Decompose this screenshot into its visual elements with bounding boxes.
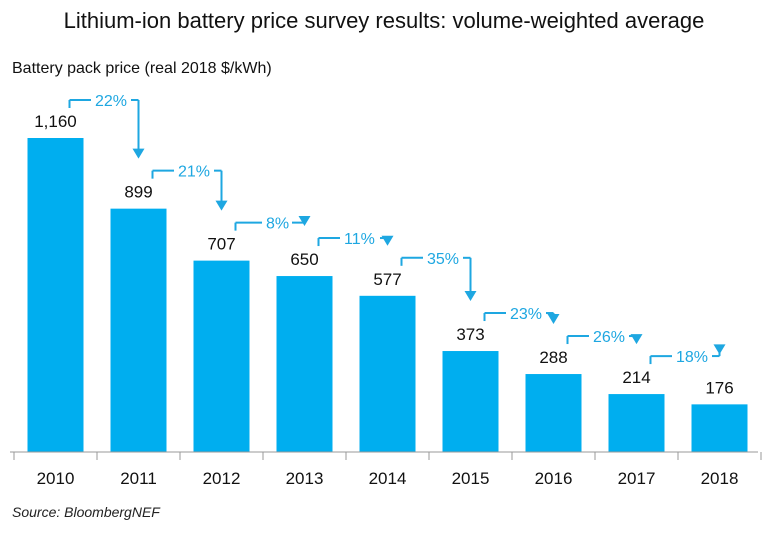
bar-value-label: 650 [290, 250, 318, 269]
x-tick-label: 2018 [701, 469, 739, 488]
bar-2012 [193, 260, 250, 452]
x-tick-label: 2013 [286, 469, 324, 488]
bar-2013 [276, 276, 333, 452]
x-tick-label: 2011 [120, 469, 157, 488]
percent-change-label: 26% [593, 329, 625, 346]
percent-change-label: 11% [344, 231, 375, 248]
bar-value-label: 373 [456, 325, 484, 344]
bar-2017 [608, 394, 665, 452]
x-tick-label: 2015 [452, 469, 490, 488]
y-axis-label: Battery pack price (real 2018 $/kWh) [12, 60, 272, 77]
arrow-head [381, 235, 394, 246]
bar-2010 [27, 138, 84, 452]
arrow-head [713, 344, 726, 355]
x-tick-label: 2010 [37, 469, 75, 488]
percent-change-label: 35% [427, 251, 459, 268]
percent-change-label: 23% [510, 306, 542, 323]
bar-2016 [525, 374, 582, 452]
bar-2011 [110, 208, 167, 452]
percent-change-label: 18% [676, 349, 708, 366]
arrow-head [215, 200, 228, 211]
bar-value-label: 899 [124, 183, 152, 202]
bar-value-label: 1,160 [34, 112, 77, 131]
bar-value-label: 214 [622, 368, 650, 387]
bar-value-label: 707 [207, 235, 235, 254]
x-tick-label: 2014 [369, 469, 407, 488]
bar-2015 [442, 351, 499, 452]
x-tick-label: 2012 [203, 469, 241, 488]
percent-change-label: 8% [266, 216, 289, 233]
x-tick-label: 2016 [535, 469, 573, 488]
x-tick-label: 2017 [618, 469, 656, 488]
bar-2018 [691, 404, 748, 452]
bar-value-label: 577 [373, 270, 401, 289]
bar-value-label: 176 [705, 378, 733, 397]
percent-change-label: 22% [95, 93, 127, 110]
arrow-head [464, 291, 477, 302]
source-note: Source: BloombergNEF [12, 504, 160, 520]
bar-2014 [359, 295, 416, 452]
arrow-head [298, 216, 311, 227]
arrow-head [547, 314, 560, 325]
arrow-head [630, 334, 643, 345]
percent-change-label: 21% [178, 164, 210, 181]
arrow-head [132, 148, 145, 159]
chart-title: Lithium-ion battery price survey results… [63, 8, 705, 33]
bar-value-label: 288 [539, 348, 567, 367]
